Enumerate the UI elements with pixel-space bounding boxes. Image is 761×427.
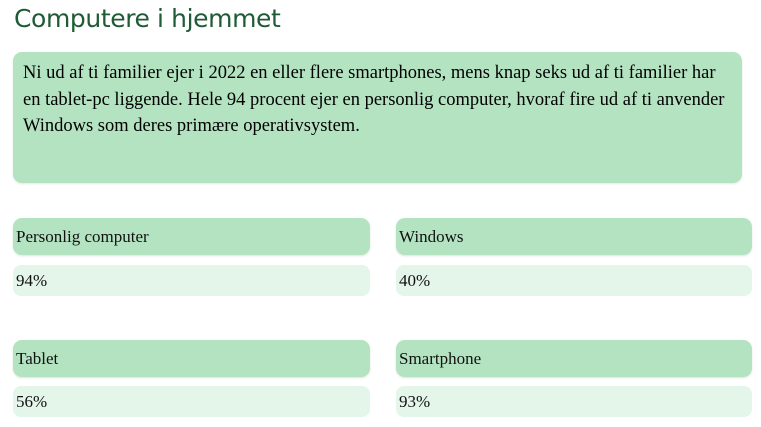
stat-value-tablet: 56%: [13, 386, 370, 417]
stat-value-personal-computer: 94%: [13, 265, 370, 296]
stat-value-windows: 40%: [396, 265, 752, 296]
stat-label-smartphone: Smartphone: [396, 340, 752, 377]
intro-text: Ni ud af ti familier ejer i 2022 en elle…: [23, 63, 725, 136]
stat-label-personal-computer: Personlig computer: [13, 218, 370, 255]
stat-value-smartphone: 93%: [396, 386, 752, 417]
intro-box: Ni ud af ti familier ejer i 2022 en elle…: [13, 52, 742, 183]
page-title: Computere i hjemmet: [14, 4, 281, 33]
stat-label-windows: Windows: [396, 218, 752, 255]
stat-label-tablet: Tablet: [13, 340, 370, 377]
